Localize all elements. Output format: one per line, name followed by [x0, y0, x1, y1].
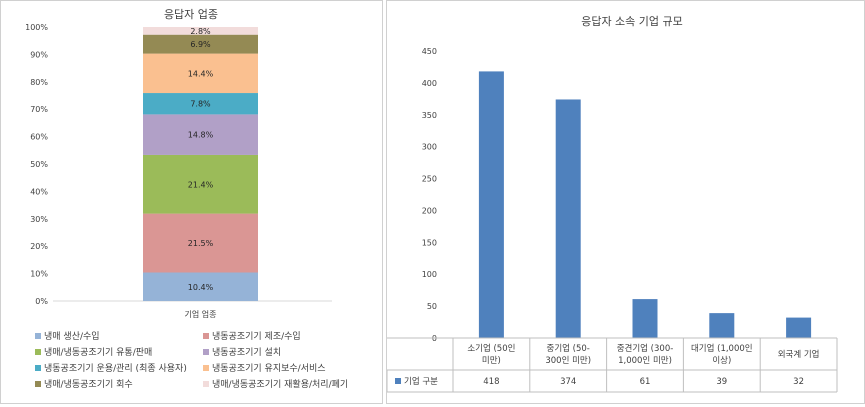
segment-data-label: 6.9%	[190, 40, 211, 49]
x-category-label: 미만)	[482, 356, 501, 366]
legend-swatch	[35, 365, 41, 371]
bar	[478, 71, 504, 339]
bar	[786, 317, 812, 338]
y-tick-label: 30%	[30, 215, 48, 224]
chart-title: 응답자 업종	[164, 8, 218, 21]
y-tick-label: 50	[427, 302, 437, 311]
legend-swatch	[35, 349, 41, 355]
legend-entry: 냉동공조기기 운용/관리 (최종 사용자)	[44, 363, 187, 374]
bar-segment	[143, 213, 258, 273]
bar-segment	[143, 34, 258, 54]
bar	[632, 299, 658, 338]
series-name: 기업 구분	[404, 377, 438, 387]
segment-data-label: 21.5%	[188, 239, 214, 248]
legend-entry: 냉매/냉동공조기기 재활용/처리/폐기	[212, 378, 348, 390]
bar	[709, 313, 735, 338]
y-tick-label: 100%	[25, 23, 48, 32]
legend-entry: 냉동공조기기 유지보수/서비스	[212, 363, 326, 374]
table-value: 418	[483, 377, 499, 387]
bar-segment	[143, 154, 258, 214]
legend-entry: 냉동공조기기 설치	[212, 346, 281, 358]
company-size-chart-panel: 응답자 소속 기업 규모050100150200250300350400450소…	[386, 0, 865, 404]
bar-segment	[143, 114, 258, 155]
y-tick-label: 10%	[30, 270, 48, 279]
y-tick-label: 70%	[30, 105, 48, 114]
y-tick-label: 0%	[35, 297, 48, 306]
chart-title: 응답자 소속 기업 규모	[581, 15, 683, 28]
y-tick-label: 40%	[30, 187, 48, 196]
y-tick-label: 20%	[30, 242, 48, 251]
bar-segment	[143, 53, 258, 94]
legend-entry: 냉매 생산/수입	[44, 330, 100, 342]
bar	[555, 99, 581, 339]
legend-entry: 냉매/냉동공조기기 유통/판매	[44, 347, 152, 358]
y-tick-label: 300	[422, 143, 437, 152]
segment-data-label: 21.4%	[188, 180, 214, 189]
segment-data-label: 14.4%	[188, 69, 214, 78]
table-value: 32	[793, 377, 804, 387]
legend-swatch	[203, 381, 209, 387]
bar-segment	[143, 27, 258, 35]
segment-data-label: 2.8%	[190, 27, 211, 36]
legend-swatch	[35, 333, 41, 339]
x-category-label: 중기업 (50-	[547, 344, 590, 354]
y-tick-label: 90%	[30, 50, 48, 59]
y-tick-label: 400	[422, 79, 437, 88]
y-tick-label: 250	[422, 175, 437, 184]
segment-data-label: 7.8%	[190, 100, 211, 109]
x-category-label: 300인 미만)	[545, 355, 591, 366]
table-value: 374	[560, 377, 576, 387]
y-tick-label: 50%	[30, 160, 48, 169]
table-value: 61	[640, 377, 651, 387]
y-tick-label: 60%	[30, 133, 48, 142]
legend-entry: 냉동공조기기 제조/수입	[212, 330, 301, 342]
x-category-label: 소기업 (50인	[467, 343, 515, 354]
y-tick-label: 350	[422, 111, 437, 120]
x-category-label: 1,000인 미만)	[618, 355, 672, 366]
x-category-label: 외국계 기업	[778, 349, 820, 360]
legend-swatch	[203, 333, 209, 339]
y-tick-label: 200	[422, 206, 437, 215]
segment-data-label: 14.8%	[188, 131, 214, 140]
legend-swatch	[35, 381, 41, 387]
y-tick-label: 100	[422, 270, 437, 279]
table-value: 39	[716, 377, 727, 387]
y-tick-label: 150	[422, 238, 437, 247]
legend-swatch	[203, 365, 209, 371]
segment-data-label: 10.4%	[188, 283, 214, 292]
x-category-label: 이상)	[712, 355, 731, 366]
y-tick-label: 450	[422, 47, 437, 56]
industry-chart-panel: 응답자 업종 0% 10% 20% 30% 40% 50% 60% 70% 80% 90% 100% 1…	[0, 0, 383, 404]
legend-swatch	[395, 378, 401, 384]
legend-entry: 냉매/냉동공조기기 회수	[44, 379, 133, 390]
company-size-bar-chart: 응답자 소속 기업 규모050100150200250300350400450소…	[386, 15, 838, 393]
x-category-label: 기업 업종	[185, 310, 217, 319]
industry-stacked-bar-chart: 응답자 업종 0% 10% 20% 30% 40% 50% 60% 70% 80% 90% 100% 1…	[25, 8, 348, 390]
x-category-label: 대기업 (1,000인	[691, 343, 753, 354]
bar-segment	[143, 93, 258, 115]
legend-swatch	[203, 349, 209, 355]
y-tick-label: 80%	[30, 78, 48, 87]
bar-segment	[143, 272, 258, 301]
x-category-label: 중견기업 (300-	[617, 343, 674, 354]
